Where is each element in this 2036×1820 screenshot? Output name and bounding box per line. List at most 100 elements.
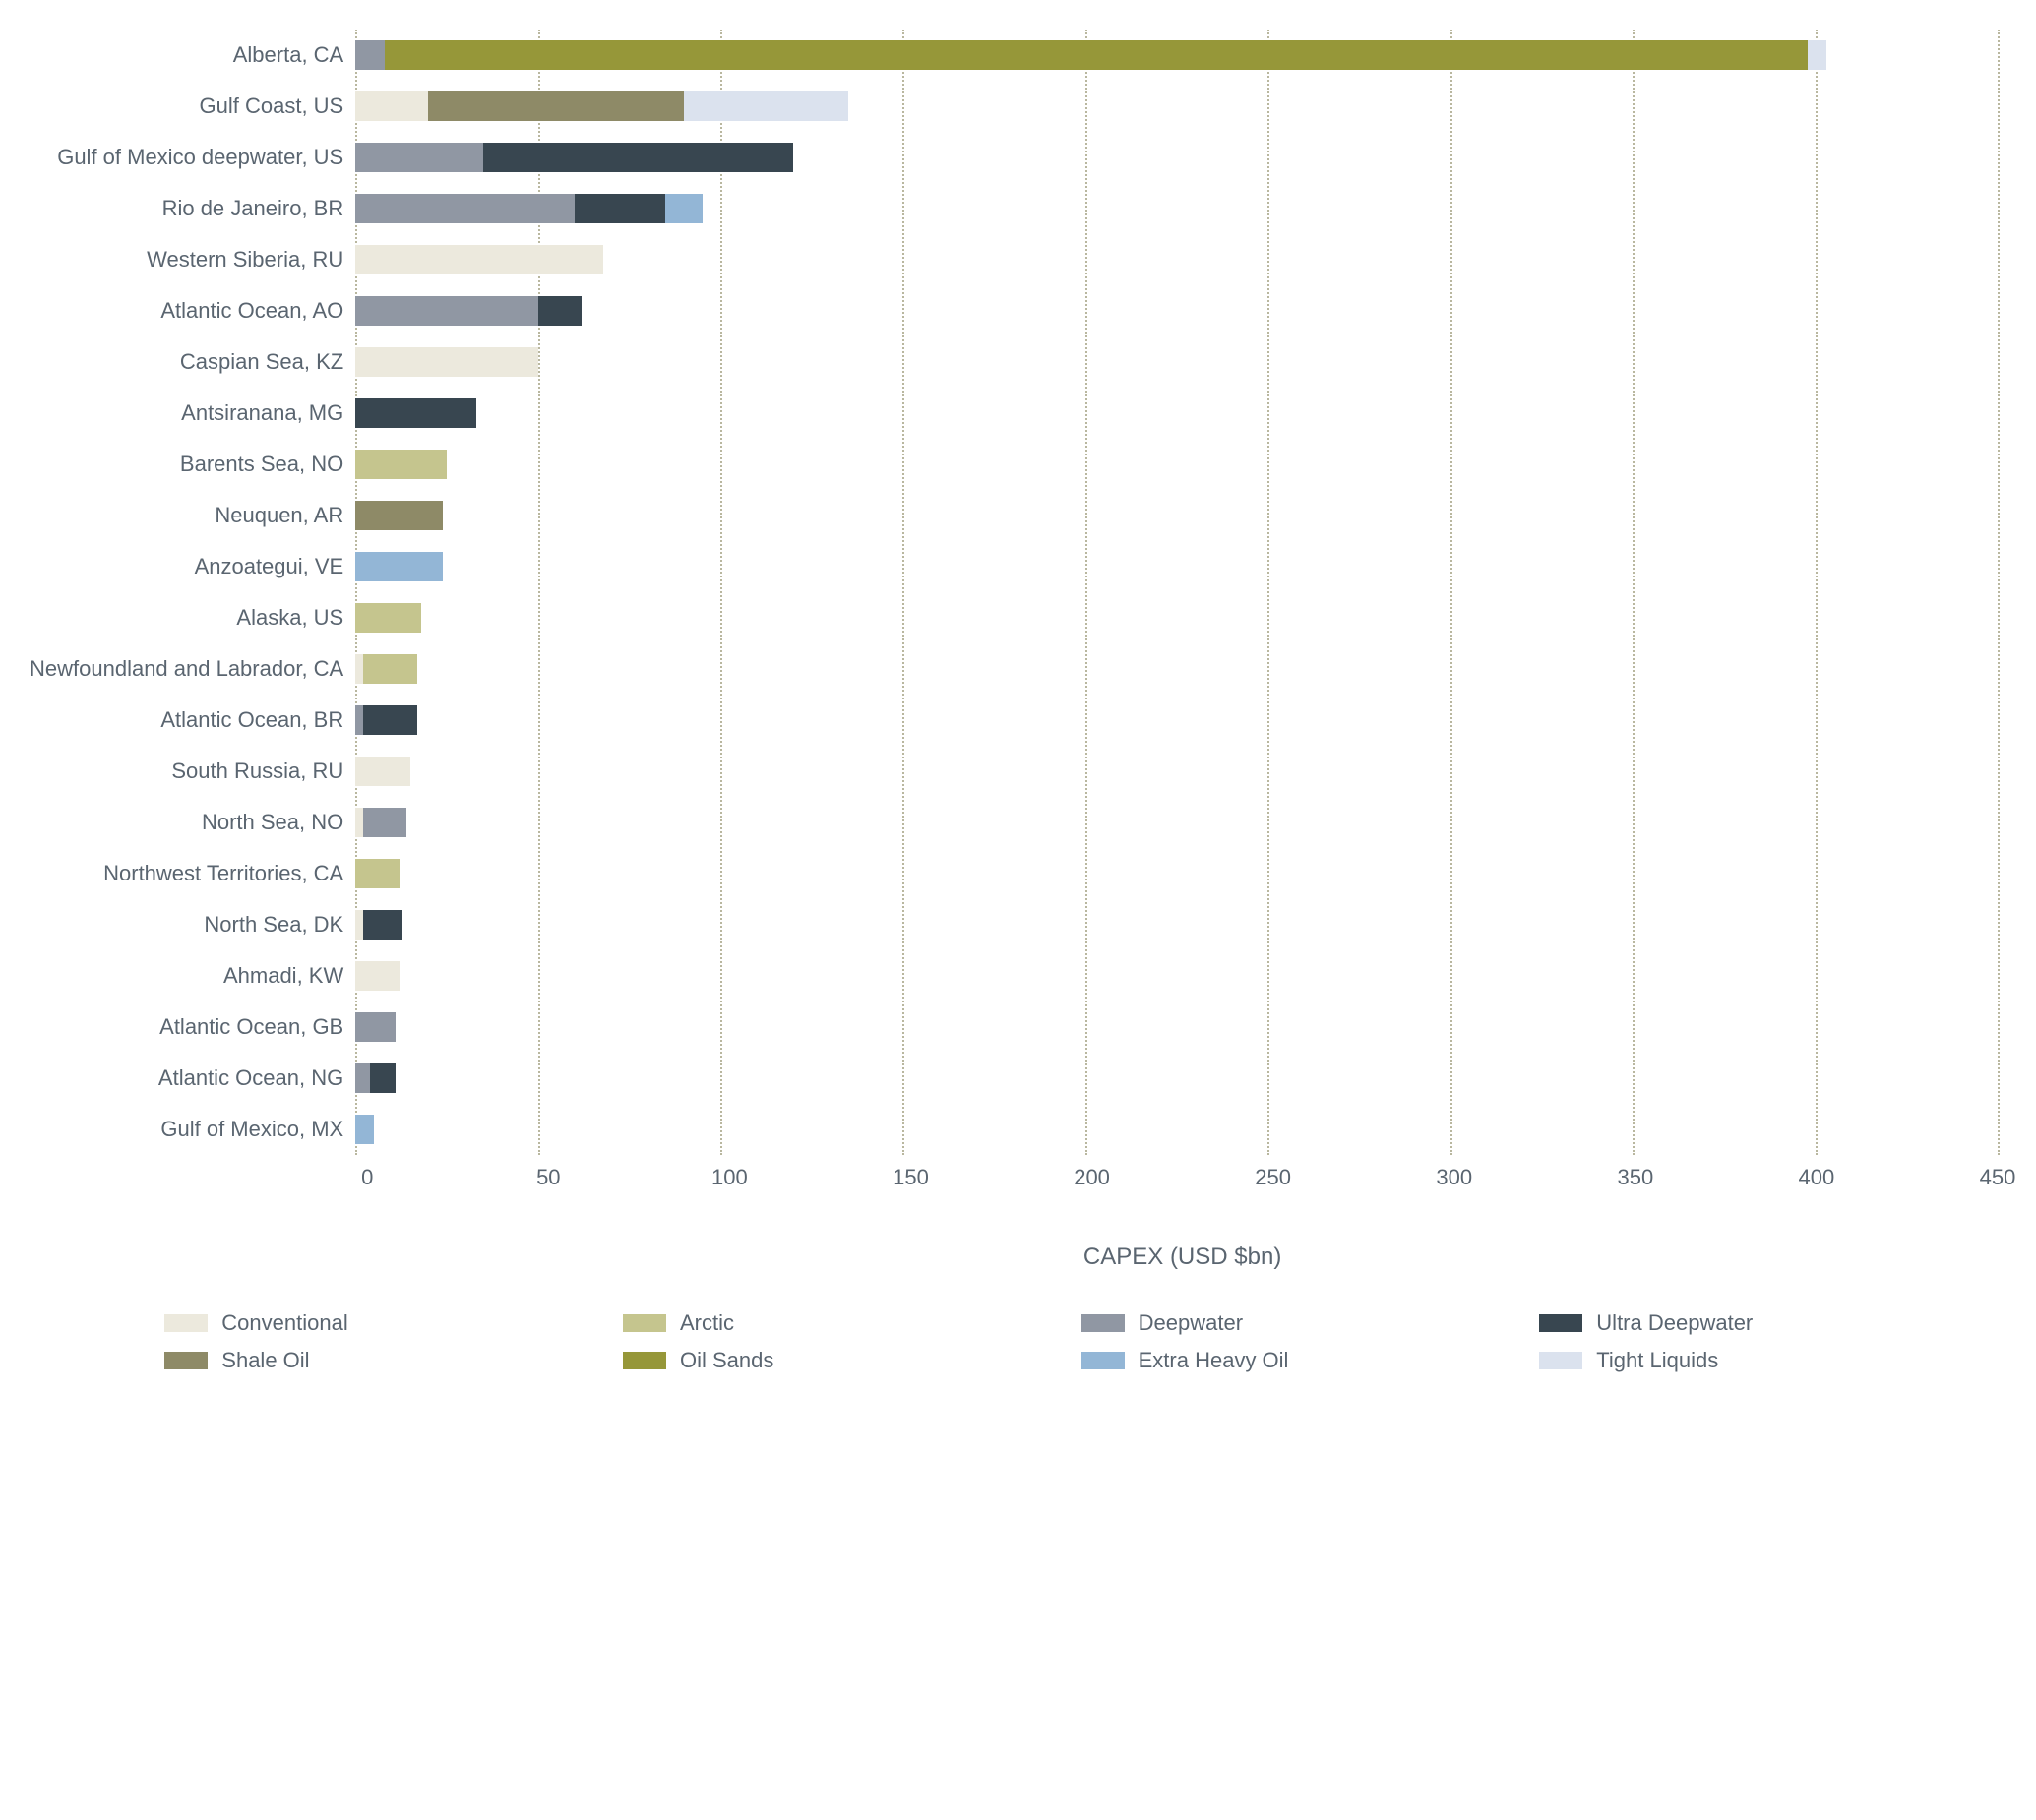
category-label: Ahmadi, KW: [30, 950, 343, 1001]
bar-row: [355, 643, 1998, 695]
stacked-bar: [355, 91, 1998, 121]
category-label: Anzoategui, VE: [30, 541, 343, 592]
stacked-bar: [355, 398, 1998, 428]
legend-swatch: [1081, 1314, 1125, 1332]
category-label: Atlantic Ocean, BR: [30, 695, 343, 746]
category-label: South Russia, RU: [30, 746, 343, 797]
legend-swatch: [164, 1352, 208, 1369]
bar-row: [355, 490, 1998, 541]
bar-segment-ultra_deepwater: [370, 1063, 396, 1093]
category-label: Alberta, CA: [30, 30, 343, 81]
bar-row: [355, 388, 1998, 439]
x-tick: 350: [1617, 1165, 1653, 1190]
category-label: Atlantic Ocean, AO: [30, 285, 343, 336]
bar-segment-arctic: [355, 859, 400, 888]
legend-swatch: [623, 1314, 666, 1332]
bar-row: [355, 746, 1998, 797]
bar-segment-ultra_deepwater: [363, 705, 418, 735]
category-label: Alaska, US: [30, 592, 343, 643]
legend-item-arctic: Arctic: [623, 1310, 1081, 1336]
bar-row: [355, 183, 1998, 234]
x-tick: 0: [361, 1165, 373, 1190]
bar-segment-arctic: [355, 450, 447, 479]
x-tick: 250: [1255, 1165, 1291, 1190]
bar-segment-ultra_deepwater: [575, 194, 666, 223]
bar-segment-conventional: [355, 808, 362, 837]
bar-row: [355, 541, 1998, 592]
bar-segment-extra_heavy_oil: [355, 1115, 374, 1144]
category-label: Atlantic Ocean, GB: [30, 1001, 343, 1053]
category-label: Caspian Sea, KZ: [30, 336, 343, 388]
bar-segment-ultra_deepwater: [483, 143, 793, 172]
legend-swatch: [1539, 1352, 1582, 1369]
x-tick: 100: [711, 1165, 748, 1190]
legend-item-deepwater: Deepwater: [1081, 1310, 1540, 1336]
bar-row: [355, 592, 1998, 643]
x-tick: 400: [1799, 1165, 1835, 1190]
legend-item-shale_oil: Shale Oil: [164, 1348, 623, 1373]
bar-segment-extra_heavy_oil: [355, 552, 443, 581]
stacked-bar: [355, 757, 1998, 786]
category-label: Western Siberia, RU: [30, 234, 343, 285]
legend-item-tight_liquids: Tight Liquids: [1539, 1348, 1998, 1373]
category-label: Northwest Territories, CA: [30, 848, 343, 899]
legend-swatch: [164, 1314, 208, 1332]
bar-segment-deepwater: [355, 1063, 370, 1093]
bar-segment-conventional: [355, 757, 410, 786]
bar-segment-conventional: [355, 654, 362, 684]
stacked-bar: [355, 705, 1998, 735]
bar-segment-tight_liquids: [684, 91, 848, 121]
legend-label: Oil Sands: [680, 1348, 773, 1373]
stacked-bar: [355, 501, 1998, 530]
bar-row: [355, 1053, 1998, 1104]
x-tick: 450: [1980, 1165, 2016, 1190]
bar-segment-deepwater: [363, 808, 407, 837]
bar-segment-tight_liquids: [1808, 40, 1826, 70]
bars-area: [355, 30, 1998, 1155]
x-axis-ticks: 050100150200250300350400450: [367, 1155, 1998, 1194]
bar-segment-deepwater: [355, 143, 483, 172]
legend-label: Ultra Deepwater: [1596, 1310, 1753, 1336]
bar-segment-shale_oil: [355, 501, 443, 530]
legend-label: Extra Heavy Oil: [1139, 1348, 1289, 1373]
capex-chart: Alberta, CAGulf Coast, USGulf of Mexico …: [30, 30, 1998, 1373]
category-label: Neuquen, AR: [30, 490, 343, 541]
bar-segment-ultra_deepwater: [538, 296, 583, 326]
stacked-bar: [355, 1063, 1998, 1093]
bar-row: [355, 336, 1998, 388]
category-label: Gulf of Mexico, MX: [30, 1104, 343, 1155]
grid-line: [1998, 30, 2000, 1155]
stacked-bar: [355, 859, 1998, 888]
bar-row: [355, 848, 1998, 899]
category-label: Gulf Coast, US: [30, 81, 343, 132]
category-label: Newfoundland and Labrador, CA: [30, 643, 343, 695]
legend-swatch: [623, 1352, 666, 1369]
bar-row: [355, 234, 1998, 285]
stacked-bar: [355, 603, 1998, 633]
stacked-bar: [355, 347, 1998, 377]
bar-row: [355, 285, 1998, 336]
legend-label: Tight Liquids: [1596, 1348, 1718, 1373]
bar-segment-deepwater: [355, 1012, 396, 1042]
bar-row: [355, 1001, 1998, 1053]
bar-row: [355, 950, 1998, 1001]
bar-segment-conventional: [355, 910, 362, 940]
bar-row: [355, 30, 1998, 81]
x-axis-title: CAPEX (USD $bn): [367, 1244, 1998, 1271]
bar-row: [355, 439, 1998, 490]
legend-swatch: [1081, 1352, 1125, 1369]
stacked-bar: [355, 808, 1998, 837]
stacked-bar: [355, 1115, 1998, 1144]
stacked-bar: [355, 961, 1998, 991]
x-tick: 150: [893, 1165, 929, 1190]
bar-row: [355, 1104, 1998, 1155]
bar-segment-oil_sands: [385, 40, 1808, 70]
stacked-bar: [355, 552, 1998, 581]
legend-label: Arctic: [680, 1310, 734, 1336]
x-axis-title-row: CAPEX (USD $bn): [30, 1244, 1998, 1271]
category-label: North Sea, NO: [30, 797, 343, 848]
legend-label: Conventional: [221, 1310, 347, 1336]
stacked-bar: [355, 450, 1998, 479]
category-label: North Sea, DK: [30, 899, 343, 950]
stacked-bar: [355, 194, 1998, 223]
